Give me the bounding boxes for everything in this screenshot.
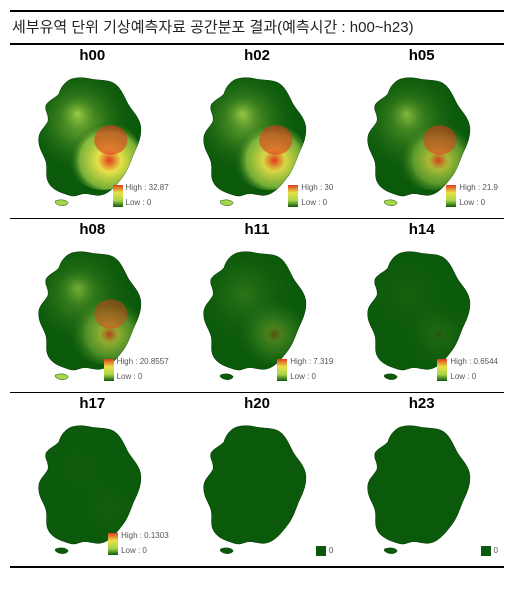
legend-low-text: Low : 0 [117, 373, 169, 382]
map-wrap: High : 32.87 Low : 0 [12, 66, 173, 214]
grid-cell: h17 [10, 392, 175, 566]
map-wrap: High : 21.9 Low : 0 [341, 66, 502, 214]
grid-cell: h14 [339, 218, 504, 392]
map-wrap: High : 0.1303 Low : 0 [12, 414, 173, 562]
panel-label: h20 [177, 393, 338, 414]
legend-low-text: Low : 0 [121, 547, 169, 556]
legend-gradient [277, 359, 287, 381]
legend-gradient [104, 359, 114, 381]
legend: High : 0.1303 Low : 0 [108, 532, 169, 556]
legend-high-text: High : 7.319 [290, 358, 333, 367]
grid-cell: h11 [175, 218, 340, 392]
legend-low-text: Low : 0 [450, 373, 498, 382]
legend-low-text: Low : 0 [290, 373, 333, 382]
legend: 0 [316, 546, 333, 556]
legend-high-text: High : 0.6544 [450, 358, 498, 367]
map-wrap: 0 [341, 414, 502, 562]
panel-label: h23 [341, 393, 502, 414]
legend: High : 20.8557 Low : 0 [104, 358, 169, 382]
map-wrap: High : 20.8557 Low : 0 [12, 240, 173, 388]
legend-high-text: High : 32.87 [126, 184, 169, 193]
legend-low-text: Low : 0 [126, 199, 169, 208]
map-wrap: High : 30 Low : 0 [177, 66, 338, 214]
map-panel-svg [177, 414, 338, 562]
figure-title: 세부유역 단위 기상예측자료 공간분포 결과(예측시간 : h00~h23) [10, 10, 504, 44]
map-panel-svg [341, 414, 502, 562]
legend: 0 [481, 546, 498, 556]
legend: High : 32.87 Low : 0 [113, 184, 169, 208]
grid-cell: h08 [10, 218, 175, 392]
legend-high-text: High : 0.1303 [121, 532, 169, 541]
grid-cell: h02 [175, 44, 340, 218]
legend-high-text: High : 30 [301, 184, 333, 193]
legend-gradient [113, 185, 123, 207]
panel-label: h05 [341, 45, 502, 66]
panel-label: h14 [341, 219, 502, 240]
legend-gradient [437, 359, 447, 381]
grid-cell: h23 [339, 392, 504, 566]
legend: High : 30 Low : 0 [288, 184, 333, 208]
map-wrap: High : 0.6544 Low : 0 [341, 240, 502, 388]
legend-low-text: 0 [494, 547, 498, 556]
grid-cell: h20 [175, 392, 340, 566]
legend-low-text: 0 [329, 547, 333, 556]
panel-label: h17 [12, 393, 173, 414]
legend-low-text: Low : 0 [459, 199, 498, 208]
grid-cell: h00 [10, 44, 175, 218]
panel-label: h11 [177, 219, 338, 240]
legend-high-text: High : 21.9 [459, 184, 498, 193]
map-grid: h00 [10, 44, 504, 568]
panel-label: h08 [12, 219, 173, 240]
legend: High : 0.6544 Low : 0 [437, 358, 498, 382]
panel-label: h02 [177, 45, 338, 66]
legend-gradient [108, 533, 118, 555]
legend-swatch [481, 546, 491, 556]
legend-gradient [288, 185, 298, 207]
legend-gradient [446, 185, 456, 207]
map-wrap: High : 7.319 Low : 0 [177, 240, 338, 388]
legend-high-text: High : 20.8557 [117, 358, 169, 367]
grid-cell: h05 [339, 44, 504, 218]
legend: High : 7.319 Low : 0 [277, 358, 333, 382]
legend: High : 21.9 Low : 0 [446, 184, 498, 208]
panel-label: h00 [12, 45, 173, 66]
legend-swatch [316, 546, 326, 556]
legend-low-text: Low : 0 [301, 199, 333, 208]
map-wrap: 0 [177, 414, 338, 562]
